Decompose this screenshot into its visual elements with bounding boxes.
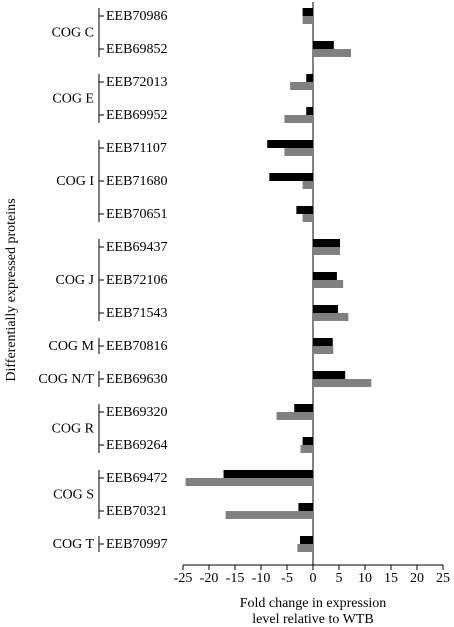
- x-tick-label: -10: [252, 571, 271, 586]
- x-tick-label: -15: [226, 571, 245, 586]
- bar: [294, 404, 313, 412]
- x-tick-label: 0: [310, 571, 317, 586]
- bar: [313, 280, 344, 288]
- bar: [296, 206, 313, 214]
- x-tick-label: 20: [410, 571, 424, 586]
- bar: [313, 338, 333, 346]
- bar: [290, 82, 313, 90]
- x-tick-label: 5: [336, 571, 343, 586]
- bar: [276, 412, 313, 420]
- group-label: COG C: [52, 26, 94, 41]
- bar: [298, 503, 313, 511]
- bar: [300, 536, 313, 544]
- bar: [313, 346, 334, 354]
- bar: [313, 272, 337, 280]
- x-tick-label: 25: [436, 571, 450, 586]
- bar: [306, 74, 313, 82]
- y-tick-label: EEB69320: [106, 405, 167, 420]
- x-tick-label: -20: [200, 571, 219, 586]
- bar: [297, 544, 313, 552]
- bar: [284, 148, 313, 156]
- bar: [300, 445, 313, 453]
- bar: [306, 107, 313, 115]
- y-tick-label: EEB69264: [106, 438, 167, 453]
- y-tick-label: EEB69952: [106, 108, 167, 123]
- y-tick-label: EEB69852: [106, 42, 167, 57]
- x-tick-label: -25: [174, 571, 193, 586]
- y-tick-label: EEB72013: [106, 75, 167, 90]
- group-label: COG I: [56, 174, 94, 189]
- y-tick-label: EEB69437: [106, 240, 167, 255]
- y-tick-label: EEB70986: [106, 9, 167, 24]
- bar: [313, 379, 372, 387]
- bar: [267, 140, 313, 148]
- x-tick-label: 10: [358, 571, 372, 586]
- group-label: COG S: [53, 488, 94, 503]
- group-label: COG R: [52, 422, 95, 437]
- bar: [185, 478, 313, 486]
- y-tick-label: EEB71680: [106, 174, 167, 189]
- group-label: COG T: [53, 537, 95, 552]
- y-tick-label: EEB71543: [106, 306, 167, 321]
- bar: [313, 313, 349, 321]
- bar: [284, 115, 313, 123]
- x-tick-label: 15: [384, 571, 398, 586]
- y-tick-label: EEB69472: [106, 471, 167, 486]
- bar: [313, 41, 334, 49]
- bar: [313, 239, 341, 247]
- bar: [302, 8, 313, 16]
- y-tick-label: EEB72106: [106, 273, 167, 288]
- group-label: COG M: [48, 339, 94, 354]
- y-tick-label: EEB70816: [106, 339, 167, 354]
- group-label: COG N/T: [38, 372, 94, 387]
- y-tick-label: EEB71107: [106, 141, 167, 156]
- bar: [313, 49, 351, 57]
- bar: [302, 181, 313, 189]
- bar: [302, 16, 313, 24]
- bar: [313, 305, 338, 313]
- bar: [313, 247, 341, 255]
- bar: [223, 470, 313, 478]
- group-label: COG J: [55, 273, 94, 288]
- x-axis-label: level relative to WTB: [252, 612, 373, 627]
- x-axis-label: Fold change in expression: [240, 596, 387, 611]
- y-axis-label: Differentially expressed proteins: [4, 198, 19, 381]
- group-label: COG E: [52, 92, 94, 107]
- bar: [302, 214, 313, 222]
- bar: [313, 371, 346, 379]
- bar: [302, 437, 313, 445]
- y-tick-label: EEB70321: [106, 504, 167, 519]
- bar: [225, 511, 313, 519]
- y-tick-label: EEB70651: [106, 207, 167, 222]
- y-tick-label: EEB69630: [106, 372, 167, 387]
- y-tick-label: EEB70997: [106, 537, 167, 552]
- x-tick-label: -5: [281, 571, 293, 586]
- bar: [269, 173, 313, 181]
